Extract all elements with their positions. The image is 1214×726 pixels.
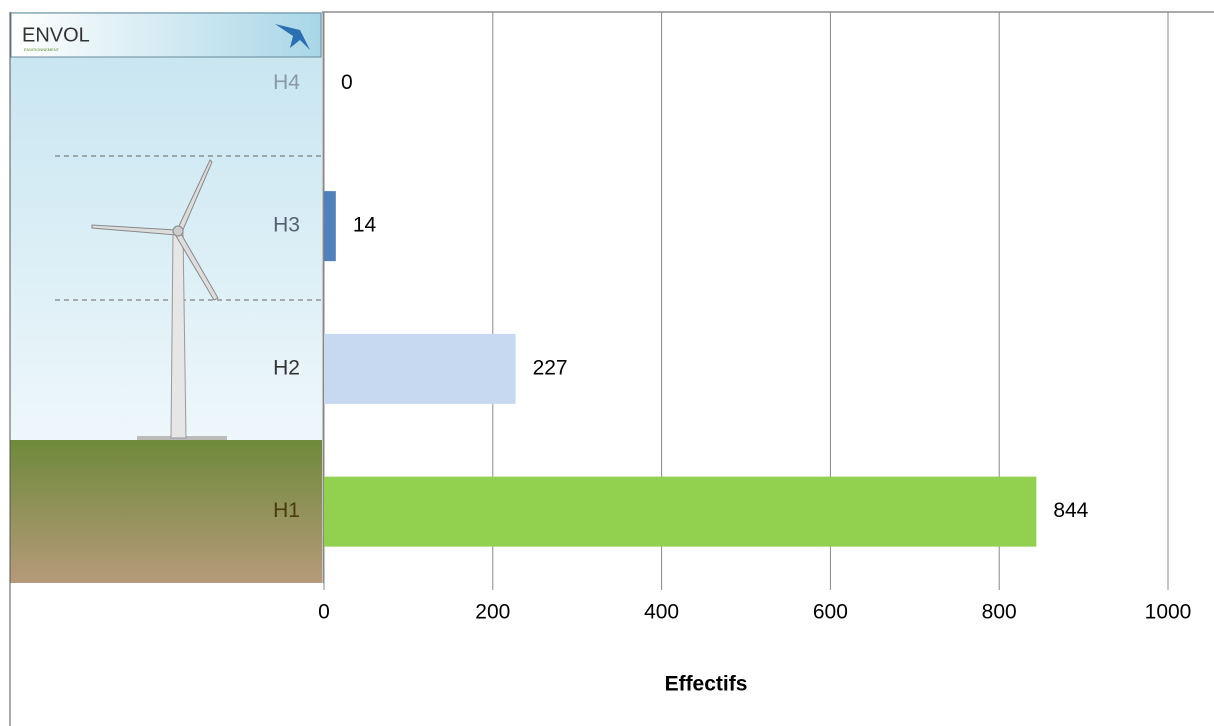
y-tick-label: H1 <box>273 499 300 522</box>
x-tick-label: 200 <box>475 601 510 624</box>
x-axis-label: Effectifs <box>665 673 748 696</box>
bar <box>324 191 336 262</box>
data-label: 227 <box>533 356 568 379</box>
logo-tagline: ENVIRONNEMENT <box>24 47 60 52</box>
x-tick-label: 600 <box>813 601 848 624</box>
data-label: 14 <box>353 214 377 237</box>
side-panel <box>10 12 322 583</box>
x-tick-label: 0 <box>318 601 330 624</box>
bar <box>324 333 516 404</box>
logo-name: ENVOL <box>22 24 90 46</box>
bar <box>324 476 1037 547</box>
y-tick-label: H2 <box>273 356 300 379</box>
data-label: 0 <box>341 71 353 94</box>
x-tick-label: 800 <box>982 601 1017 624</box>
x-tick-label: 1000 <box>1145 601 1192 624</box>
data-label: 844 <box>1053 499 1088 522</box>
y-tick-label: H3 <box>273 214 300 237</box>
x-tick-label: 400 <box>644 601 679 624</box>
y-tick-label: H4 <box>273 71 300 94</box>
